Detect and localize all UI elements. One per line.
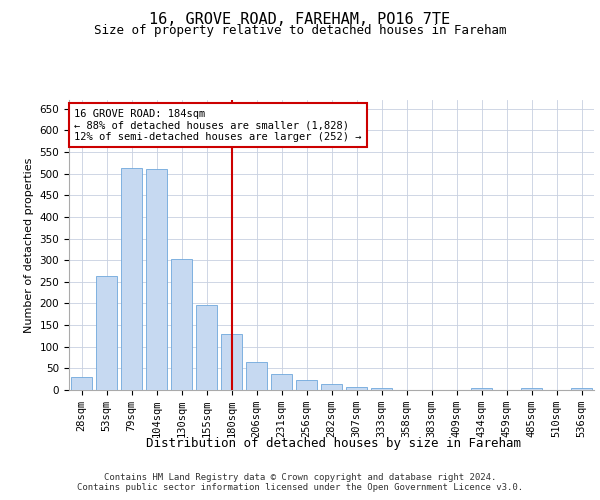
Text: 16, GROVE ROAD, FAREHAM, PO16 7TE: 16, GROVE ROAD, FAREHAM, PO16 7TE: [149, 12, 451, 28]
Bar: [96, 276, 117, 390]
Bar: [221, 334, 242, 390]
Bar: [171, 259, 192, 390]
Bar: [146, 169, 167, 390]
Bar: [371, 388, 392, 390]
Text: 16 GROVE ROAD: 184sqm
← 88% of detached houses are smaller (1,828)
12% of semi-d: 16 GROVE ROAD: 184sqm ← 88% of detached …: [74, 108, 362, 142]
Bar: [346, 386, 367, 390]
Bar: [271, 374, 292, 390]
Bar: [121, 168, 142, 390]
Bar: [196, 304, 217, 390]
Bar: [296, 380, 317, 390]
Bar: [471, 388, 492, 390]
Bar: [571, 388, 592, 390]
Bar: [246, 362, 267, 390]
Text: Distribution of detached houses by size in Fareham: Distribution of detached houses by size …: [146, 438, 521, 450]
Text: Size of property relative to detached houses in Fareham: Size of property relative to detached ho…: [94, 24, 506, 37]
Y-axis label: Number of detached properties: Number of detached properties: [24, 158, 34, 332]
Bar: [321, 384, 342, 390]
Bar: [521, 388, 542, 390]
Bar: [71, 377, 92, 390]
Text: Contains HM Land Registry data © Crown copyright and database right 2024.
Contai: Contains HM Land Registry data © Crown c…: [77, 472, 523, 492]
